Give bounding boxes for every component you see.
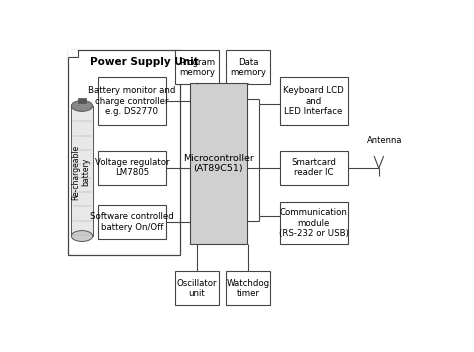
Bar [98,151,166,184]
Polygon shape [68,50,78,57]
Bar [68,50,181,255]
Ellipse shape [72,231,93,241]
Text: Data
memory: Data memory [230,58,266,77]
Text: Keyboard LCD
and
LED Interface: Keyboard LCD and LED Interface [283,86,344,116]
Text: Microcontroller
(AT89C51): Microcontroller (AT89C51) [182,154,254,173]
Text: Smartcard
reader IC: Smartcard reader IC [291,158,336,177]
Text: Power Supply Unit: Power Supply Unit [91,57,199,67]
Text: Oscillator
unit: Oscillator unit [177,278,217,298]
Bar [280,77,347,125]
Text: Program
memory: Program memory [179,58,215,77]
Bar [280,151,347,184]
Bar [227,50,271,84]
Bar [98,205,166,239]
Text: Antenna: Antenna [366,136,402,145]
Bar [78,98,86,103]
Bar [280,202,347,244]
Text: Software controlled
battery On/Off: Software controlled battery On/Off [90,212,173,232]
Bar [175,50,219,84]
Bar [227,271,271,305]
Text: Re-chargeable
battery: Re-chargeable battery [71,145,91,200]
Text: Watchdog
timer: Watchdog timer [227,278,270,298]
Ellipse shape [72,101,93,111]
Bar [190,83,246,244]
Bar [98,77,166,125]
Bar [72,106,93,236]
Bar [175,271,219,305]
Text: Battery monitor and
charge controller
e.g. DS2770: Battery monitor and charge controller e.… [88,86,175,116]
Text: Voltage regulator
LM7805: Voltage regulator LM7805 [94,158,169,177]
Text: Communication
module
(RS-232 or USB): Communication module (RS-232 or USB) [279,208,348,238]
